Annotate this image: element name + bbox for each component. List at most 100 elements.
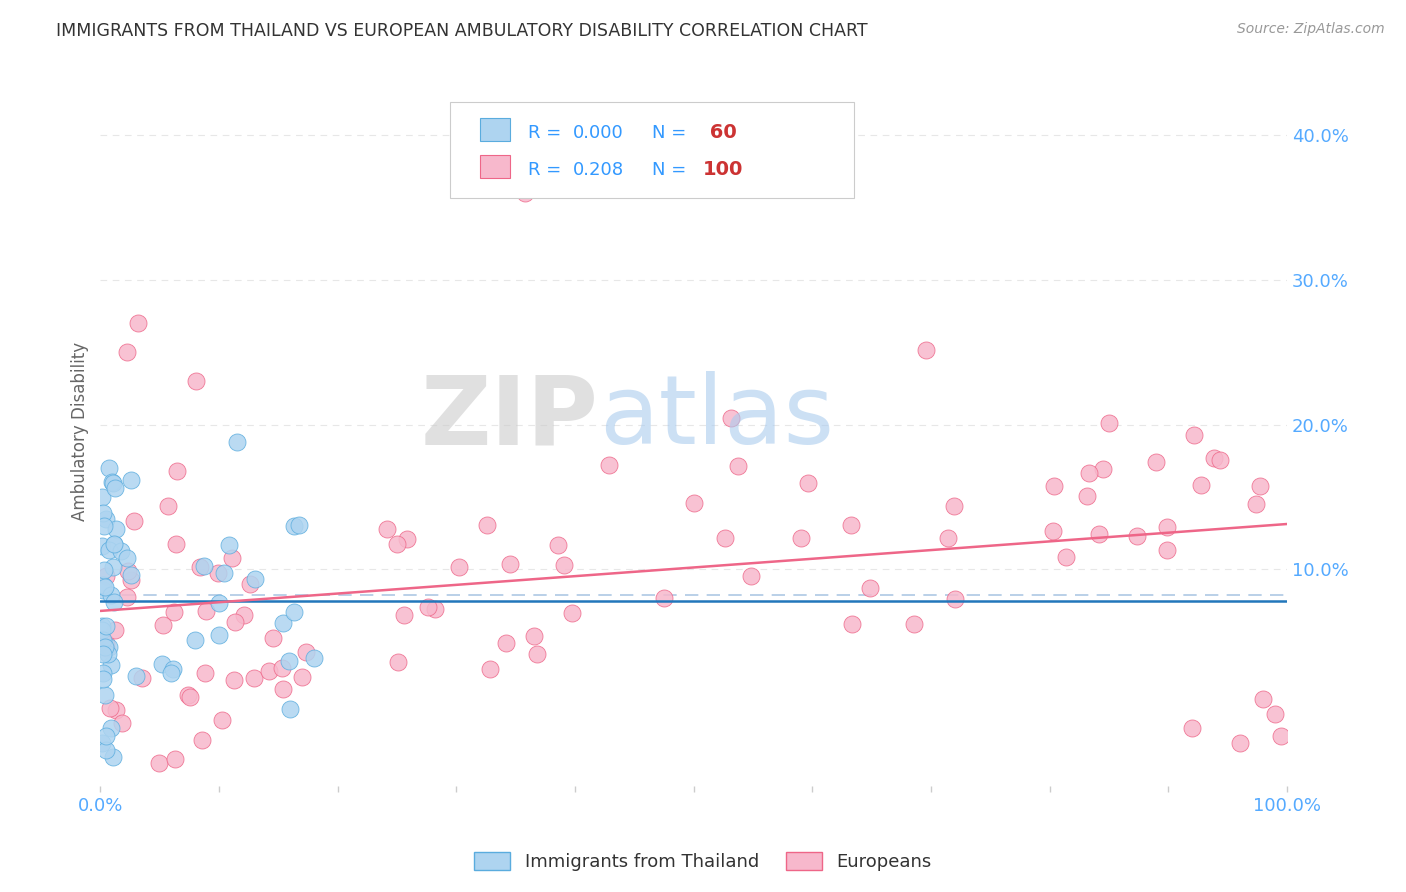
Point — [720, 411, 742, 425]
Point — [115, 345, 138, 359]
Point — [1042, 524, 1064, 539]
Point — [186, 374, 208, 388]
Point — [93, 563, 115, 577]
Point — [1244, 497, 1267, 511]
Point — [243, 572, 266, 586]
Text: IMMIGRANTS FROM THAILAND VS EUROPEAN AMBULATORY DISABILITY CORRELATION CHART: IMMIGRANTS FROM THAILAND VS EUROPEAN AMB… — [56, 22, 868, 40]
Point — [100, 657, 122, 672]
Point — [1264, 706, 1286, 721]
Point — [93, 518, 115, 533]
Point — [104, 624, 127, 638]
Point — [117, 564, 139, 578]
Point — [98, 701, 121, 715]
Point — [96, 640, 118, 655]
Point — [1249, 479, 1271, 493]
Point — [224, 673, 246, 687]
Point — [100, 588, 122, 602]
Point — [1091, 461, 1114, 475]
Point — [547, 538, 569, 552]
Point — [90, 623, 112, 637]
Point — [943, 591, 966, 606]
Point — [96, 636, 118, 650]
Point — [727, 459, 749, 474]
Text: N =: N = — [652, 161, 692, 178]
Point — [91, 577, 114, 591]
Point — [1054, 549, 1077, 564]
Point — [425, 602, 447, 616]
Point — [936, 531, 959, 545]
Point — [1076, 489, 1098, 503]
Point — [903, 616, 925, 631]
Point — [120, 573, 142, 587]
Point — [103, 595, 125, 609]
Point — [91, 647, 114, 661]
Point — [93, 632, 115, 647]
Text: 0.000: 0.000 — [572, 124, 623, 142]
Point — [122, 514, 145, 528]
Point — [150, 657, 173, 672]
Point — [232, 607, 254, 622]
Point — [103, 537, 125, 551]
Point — [1088, 527, 1111, 541]
Point — [100, 721, 122, 735]
Point — [115, 551, 138, 566]
Text: Source: ZipAtlas.com: Source: ZipAtlas.com — [1237, 22, 1385, 37]
Point — [115, 591, 138, 605]
Point — [90, 618, 112, 632]
Point — [165, 752, 187, 766]
FancyBboxPatch shape — [450, 103, 853, 198]
Text: atlas: atlas — [599, 371, 834, 464]
Point — [101, 475, 124, 490]
Point — [271, 616, 294, 631]
Point — [1189, 477, 1212, 491]
Point — [91, 665, 114, 680]
Point — [1181, 721, 1204, 735]
Point — [1126, 529, 1149, 543]
Point — [208, 628, 231, 642]
Point — [385, 536, 408, 550]
Point — [561, 606, 583, 620]
Point — [91, 673, 114, 687]
Point — [125, 669, 148, 683]
Point — [94, 640, 117, 654]
Point — [184, 632, 207, 647]
Point — [271, 681, 294, 696]
Point — [162, 662, 184, 676]
Point — [478, 662, 501, 676]
Point — [278, 701, 301, 715]
Point — [283, 605, 305, 619]
Point — [194, 665, 217, 680]
Point — [152, 618, 174, 632]
Point — [1156, 520, 1178, 534]
Point — [553, 558, 575, 572]
Point — [1209, 453, 1232, 467]
Point — [177, 688, 200, 702]
Point — [101, 559, 124, 574]
Point — [740, 568, 762, 582]
Point — [841, 617, 863, 632]
Point — [94, 580, 117, 594]
Point — [208, 596, 231, 610]
Point — [195, 604, 218, 618]
Point — [239, 577, 262, 591]
Text: 0.208: 0.208 — [572, 161, 624, 178]
Point — [98, 640, 121, 654]
FancyBboxPatch shape — [479, 119, 510, 141]
Point — [1078, 467, 1101, 481]
Point — [416, 600, 439, 615]
Point — [396, 532, 419, 546]
Point — [127, 316, 149, 330]
Point — [477, 518, 499, 533]
Point — [90, 539, 112, 553]
Point — [162, 605, 184, 619]
Point — [277, 654, 299, 668]
Point — [103, 537, 125, 551]
Point — [104, 481, 127, 495]
Point — [302, 651, 325, 665]
Point — [131, 671, 153, 685]
Point — [1156, 543, 1178, 558]
Text: N =: N = — [652, 124, 692, 142]
Point — [96, 743, 118, 757]
Point — [1182, 428, 1205, 442]
Point — [191, 733, 214, 747]
